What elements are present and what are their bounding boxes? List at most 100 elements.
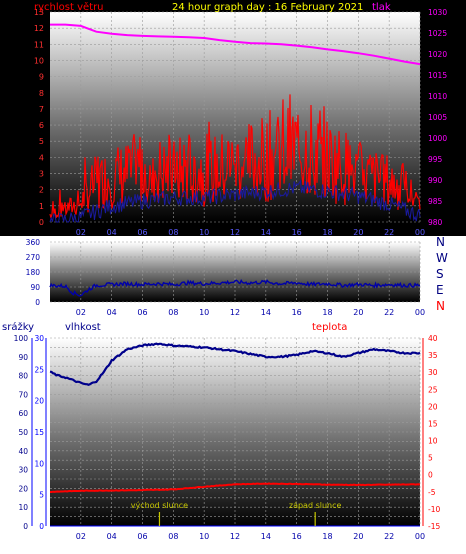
humidity-y-tick-label: 50 — [18, 428, 28, 437]
bottom-x-tick-label: 04 — [107, 532, 117, 541]
humidity-line — [49, 342, 421, 386]
pressure-y-tick-label: 985 — [428, 197, 443, 206]
humidity-y-tick-label: 90 — [18, 353, 28, 362]
bottom-x-tick-label: 18 — [322, 532, 332, 541]
bottom-x-tick-label: 20 — [353, 532, 363, 541]
direction-x-tick-label: 08 — [168, 308, 178, 317]
wind-y-tick-label: 8 — [39, 89, 44, 98]
top-x-tick-label: 02 — [76, 228, 86, 237]
bottom-x-tick-label: 08 — [168, 532, 178, 541]
rain-axis-title: srážky — [2, 321, 34, 333]
temperature-y-tick-label: -5 — [428, 488, 436, 497]
temperature-y-tick-label: 5 — [428, 454, 433, 463]
temperature-y-tick-label: 0 — [428, 471, 433, 480]
temperature-y-tick-label: 15 — [428, 419, 438, 428]
grid-lines — [50, 11, 421, 527]
direction-x-tick-label: 02 — [76, 308, 86, 317]
top-x-tick-label: 20 — [353, 228, 363, 237]
sunset-label: západ slunce — [289, 501, 342, 510]
top-x-tick-label: 00 — [415, 228, 425, 237]
humidity-y-tick-label: 0 — [23, 522, 28, 531]
wind-speed-line — [49, 94, 421, 219]
temperature-y-tick-label: -15 — [428, 522, 440, 531]
compass-label-e: E — [436, 283, 444, 297]
top-x-tick-label: 06 — [137, 228, 147, 237]
pressure-y-tick-label: 1000 — [428, 134, 447, 143]
pressure-y-tick-label: 1030 — [428, 8, 447, 17]
bottom-x-tick-label: 10 — [199, 532, 209, 541]
temperature-y-tick-label: 25 — [428, 385, 438, 394]
wind-y-tick-label: 9 — [39, 73, 44, 82]
bottom-x-tick-label: 06 — [137, 532, 147, 541]
temperature-y-tick-label: -10 — [428, 505, 440, 514]
wind-y-tick-label: 0 — [39, 218, 44, 227]
bottom-x-tick-label: 12 — [230, 532, 240, 541]
direction-x-tick-label: 18 — [322, 308, 332, 317]
direction-x-tick-label: 04 — [107, 308, 117, 317]
pressure-axis-title: tlak — [372, 2, 391, 13]
temperature-y-tick-label: 10 — [428, 437, 438, 446]
humidity-y-tick-label: 60 — [18, 409, 28, 418]
pressure-y-tick-label: 995 — [428, 155, 443, 164]
pressure-y-tick-label: 1005 — [428, 113, 447, 122]
direction-x-tick-label: 06 — [137, 308, 147, 317]
pressure-y-tick-label: 1010 — [428, 92, 447, 101]
temperature-y-tick-label: 35 — [428, 351, 438, 360]
bottom-x-tick-label: 14 — [261, 532, 271, 541]
bottom-x-tick-label: 02 — [76, 532, 86, 541]
wind-y-tick-label: 7 — [39, 105, 44, 114]
direction-y-tick-label: 0 — [35, 298, 40, 307]
top-x-tick-label: 16 — [292, 228, 302, 237]
humidity-y-tick-label: 70 — [18, 390, 28, 399]
pressure-y-tick-label: 1020 — [428, 50, 447, 59]
direction-x-tick-label: 22 — [384, 308, 394, 317]
pressure-line — [50, 23, 421, 66]
series — [49, 23, 421, 527]
direction-x-tick-label: 10 — [199, 308, 209, 317]
compass-label-w: W — [436, 251, 448, 265]
humidity-y-tick-label: 20 — [18, 484, 28, 493]
top-x-tick-label: 08 — [168, 228, 178, 237]
wind-y-tick-label: 10 — [34, 56, 44, 65]
top-x-tick-label: 10 — [199, 228, 209, 237]
wind-y-tick-label: 12 — [34, 24, 44, 33]
rain-y-tick-label: 30 — [34, 334, 44, 343]
humidity-y-tick-label: 10 — [18, 503, 28, 512]
wind-y-tick-label: 2 — [39, 186, 44, 195]
humidity-axis-title: vlhkost — [65, 322, 101, 333]
top-x-tick-label: 12 — [230, 228, 240, 237]
direction-x-tick-label: 00 — [415, 308, 425, 317]
rain-y-tick-label: 20 — [34, 397, 44, 406]
bottom-x-tick-label: 22 — [384, 532, 394, 541]
wind-gust-line — [49, 179, 421, 223]
direction-x-tick-label: 14 — [261, 308, 271, 317]
compass-label-n-top: N — [436, 235, 445, 249]
humidity-y-tick-label: 40 — [18, 447, 28, 456]
top-x-tick-label: 14 — [261, 228, 271, 237]
wind-direction-line — [49, 279, 421, 297]
temperature-y-tick-label: 40 — [428, 334, 438, 343]
humidity-y-tick-label: 80 — [18, 372, 28, 381]
wind-y-tick-label: 4 — [39, 153, 44, 162]
direction-y-tick-label: 90 — [30, 283, 40, 292]
direction-x-tick-label: 16 — [292, 308, 302, 317]
bottom-x-tick-label: 00 — [415, 532, 425, 541]
direction-y-tick-label: 360 — [26, 238, 41, 247]
top-x-tick-label: 04 — [107, 228, 117, 237]
wind-y-tick-label: 3 — [39, 170, 44, 179]
temperature-axis-title: teplota — [312, 322, 347, 333]
axes: 02 04 06 08 10 12 14 16 18 20 22 000123456789101112… — [14, 8, 448, 541]
pressure-y-tick-label: 990 — [428, 176, 443, 185]
rain-y-tick-label: 10 — [34, 459, 44, 468]
direction-y-tick-label: 270 — [26, 253, 41, 262]
compass-label-n-bottom: N — [436, 299, 445, 313]
temperature-line — [50, 482, 421, 493]
rain-y-tick-label: 0 — [39, 522, 44, 531]
pressure-y-tick-label: 1025 — [428, 29, 447, 38]
temperature-y-tick-label: 30 — [428, 368, 438, 377]
direction-x-tick-label: 12 — [230, 308, 240, 317]
direction-x-tick-label: 20 — [353, 308, 363, 317]
wind-axis-title: rychlost větru — [34, 1, 104, 13]
